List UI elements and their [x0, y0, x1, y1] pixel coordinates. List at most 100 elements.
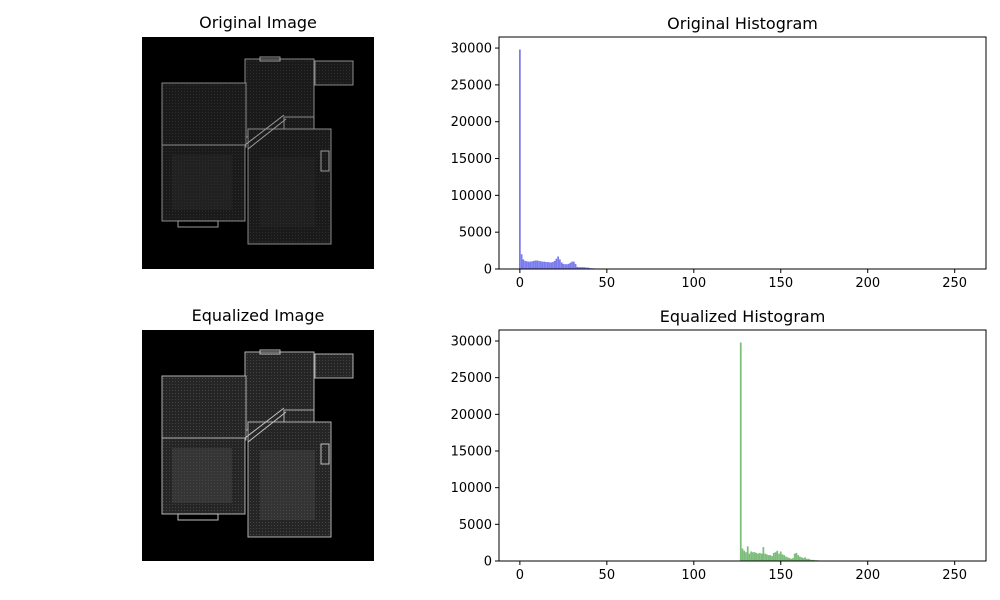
equalized-histogram-bar [809, 559, 812, 561]
equalized-histogram-bar [776, 550, 779, 561]
equalized-histogram-bar [788, 558, 791, 561]
equalized-histogram-bar [760, 553, 763, 561]
equalized-histogram-bar [743, 550, 746, 561]
equalized-x-tick-label: 0 [516, 568, 524, 583]
original-histogram-bar [538, 260, 540, 269]
equalized-histogram-bar [793, 553, 796, 561]
original-y-tick-label: 0 [484, 263, 492, 278]
original-histogram-bar [555, 258, 558, 269]
equalized-histogram-bar [748, 553, 751, 561]
original-x-tick-label: 50 [599, 276, 616, 291]
equalized-axes-frame [498, 329, 987, 562]
equalized-histogram-bar [797, 555, 800, 561]
equalized-y-tick-label: 0 [484, 555, 492, 570]
equalized-histogram-bar [778, 553, 780, 561]
original-histogram-bar [585, 267, 587, 269]
original-histogram-bar [581, 267, 584, 269]
equalized-histogram-bar [769, 555, 772, 561]
equalized-x-tick-label: 100 [681, 568, 706, 583]
original-histogram-title: Original Histogram [667, 14, 818, 33]
floor-plan-image-icon [161, 349, 354, 538]
original-y-tick-label: 20000 [451, 115, 492, 130]
original-histogram-bar [543, 261, 546, 269]
original-histogram-bar [545, 262, 547, 269]
equalized-y-tick-label: 25000 [451, 371, 492, 386]
original-x-tick-label: 0 [516, 276, 524, 291]
original-y-tick-label: 10000 [451, 189, 492, 204]
original-histogram-bar [565, 264, 568, 269]
floor-plan-image-icon [161, 56, 354, 245]
equalized-x-tick-label: 50 [599, 568, 616, 583]
original-histogram-bar [536, 260, 539, 269]
equalized-histogram-bar [811, 559, 813, 561]
equalized-histogram-bar [750, 551, 753, 561]
original-x-tick-label: 100 [681, 276, 706, 291]
equalized-histogram-title: Equalized Histogram [660, 307, 826, 326]
equalized-histogram-bar [781, 554, 784, 561]
original-x-tick-label: 200 [855, 276, 880, 291]
equalized-histogram-bar [807, 558, 810, 561]
original-histogram-bar [569, 262, 572, 269]
equalized-histogram-bar [745, 552, 747, 561]
original-histogram-bar [586, 267, 589, 269]
equalized-histogram-bar [805, 558, 808, 561]
equalized-y-tick-label: 20000 [451, 408, 492, 423]
original-x-tick-label: 250 [942, 276, 967, 291]
original-histogram-bar [557, 256, 560, 269]
equalized-histogram-bar [746, 546, 749, 561]
original-floorplan-image [142, 37, 374, 269]
original-histogram-bar [548, 262, 551, 269]
equalized-histogram-bar [802, 558, 805, 561]
original-histogram-bar [550, 262, 553, 269]
original-histogram-bar [567, 263, 570, 269]
equalized-y-tick-label: 15000 [451, 445, 492, 460]
equalized-histogram-bar [739, 342, 742, 561]
original-histogram-bar [520, 254, 523, 269]
equalized-histogram-bar [786, 557, 789, 561]
original-x-tick-label: 150 [768, 276, 793, 291]
original-histogram-bar [588, 267, 591, 269]
equalized-histogram: Equalized Histogram 0 50 100 150 200 250 0 5000 1… [451, 307, 987, 583]
original-y-tick-label: 25000 [451, 78, 492, 93]
equalized-x-tick-label: 250 [942, 568, 967, 583]
original-histogram-bar [525, 261, 528, 269]
equalized-histogram-bar [785, 556, 787, 561]
equalized-histogram-bar [812, 559, 815, 561]
equalized-histogram-bar [752, 552, 754, 561]
equalized-histogram-bar [800, 557, 803, 561]
original-histogram-bar [564, 264, 566, 269]
equalized-histogram-bar [774, 552, 777, 561]
equalized-histogram-bar [762, 547, 765, 561]
equalized-histogram-bar [792, 558, 794, 561]
original-axes-frame [498, 36, 987, 270]
equalized-histogram-bar [757, 553, 760, 561]
equalized-histogram-bar [765, 554, 768, 561]
original-histogram-bar [546, 262, 549, 269]
original-histogram-bar [578, 267, 580, 269]
original-histogram-bar [583, 267, 586, 269]
equalized-histogram-bar [759, 552, 761, 561]
original-histogram-bar [553, 260, 556, 269]
equalized-y-tick-label: 5000 [459, 518, 492, 533]
equalized-y-tick-label: 30000 [451, 335, 492, 350]
equalized-histogram-bar [741, 548, 744, 561]
equalized-histogram-bar [764, 553, 766, 561]
equalized-x-tick-label: 150 [768, 568, 793, 583]
original-histogram-bar [560, 262, 563, 269]
original-histogram-bar [541, 261, 544, 269]
original-histogram-bar [532, 260, 535, 269]
equalized-image-title: Equalized Image [191, 306, 325, 325]
original-y-tick-label: 30000 [451, 42, 492, 57]
equalized-histogram-bar [799, 556, 801, 561]
original-histogram-bar [527, 261, 530, 269]
original-histogram-bar [559, 259, 561, 269]
original-histogram-bar [552, 262, 554, 269]
original-y-tick-label: 5000 [459, 226, 492, 241]
equalized-histogram-bar [772, 552, 775, 561]
equalized-histogram-bar [804, 557, 806, 561]
original-histogram-bar [534, 260, 537, 269]
equalized-floorplan-image [142, 330, 374, 561]
original-histogram-bar [579, 267, 582, 269]
equalized-histogram-bar [753, 552, 756, 561]
